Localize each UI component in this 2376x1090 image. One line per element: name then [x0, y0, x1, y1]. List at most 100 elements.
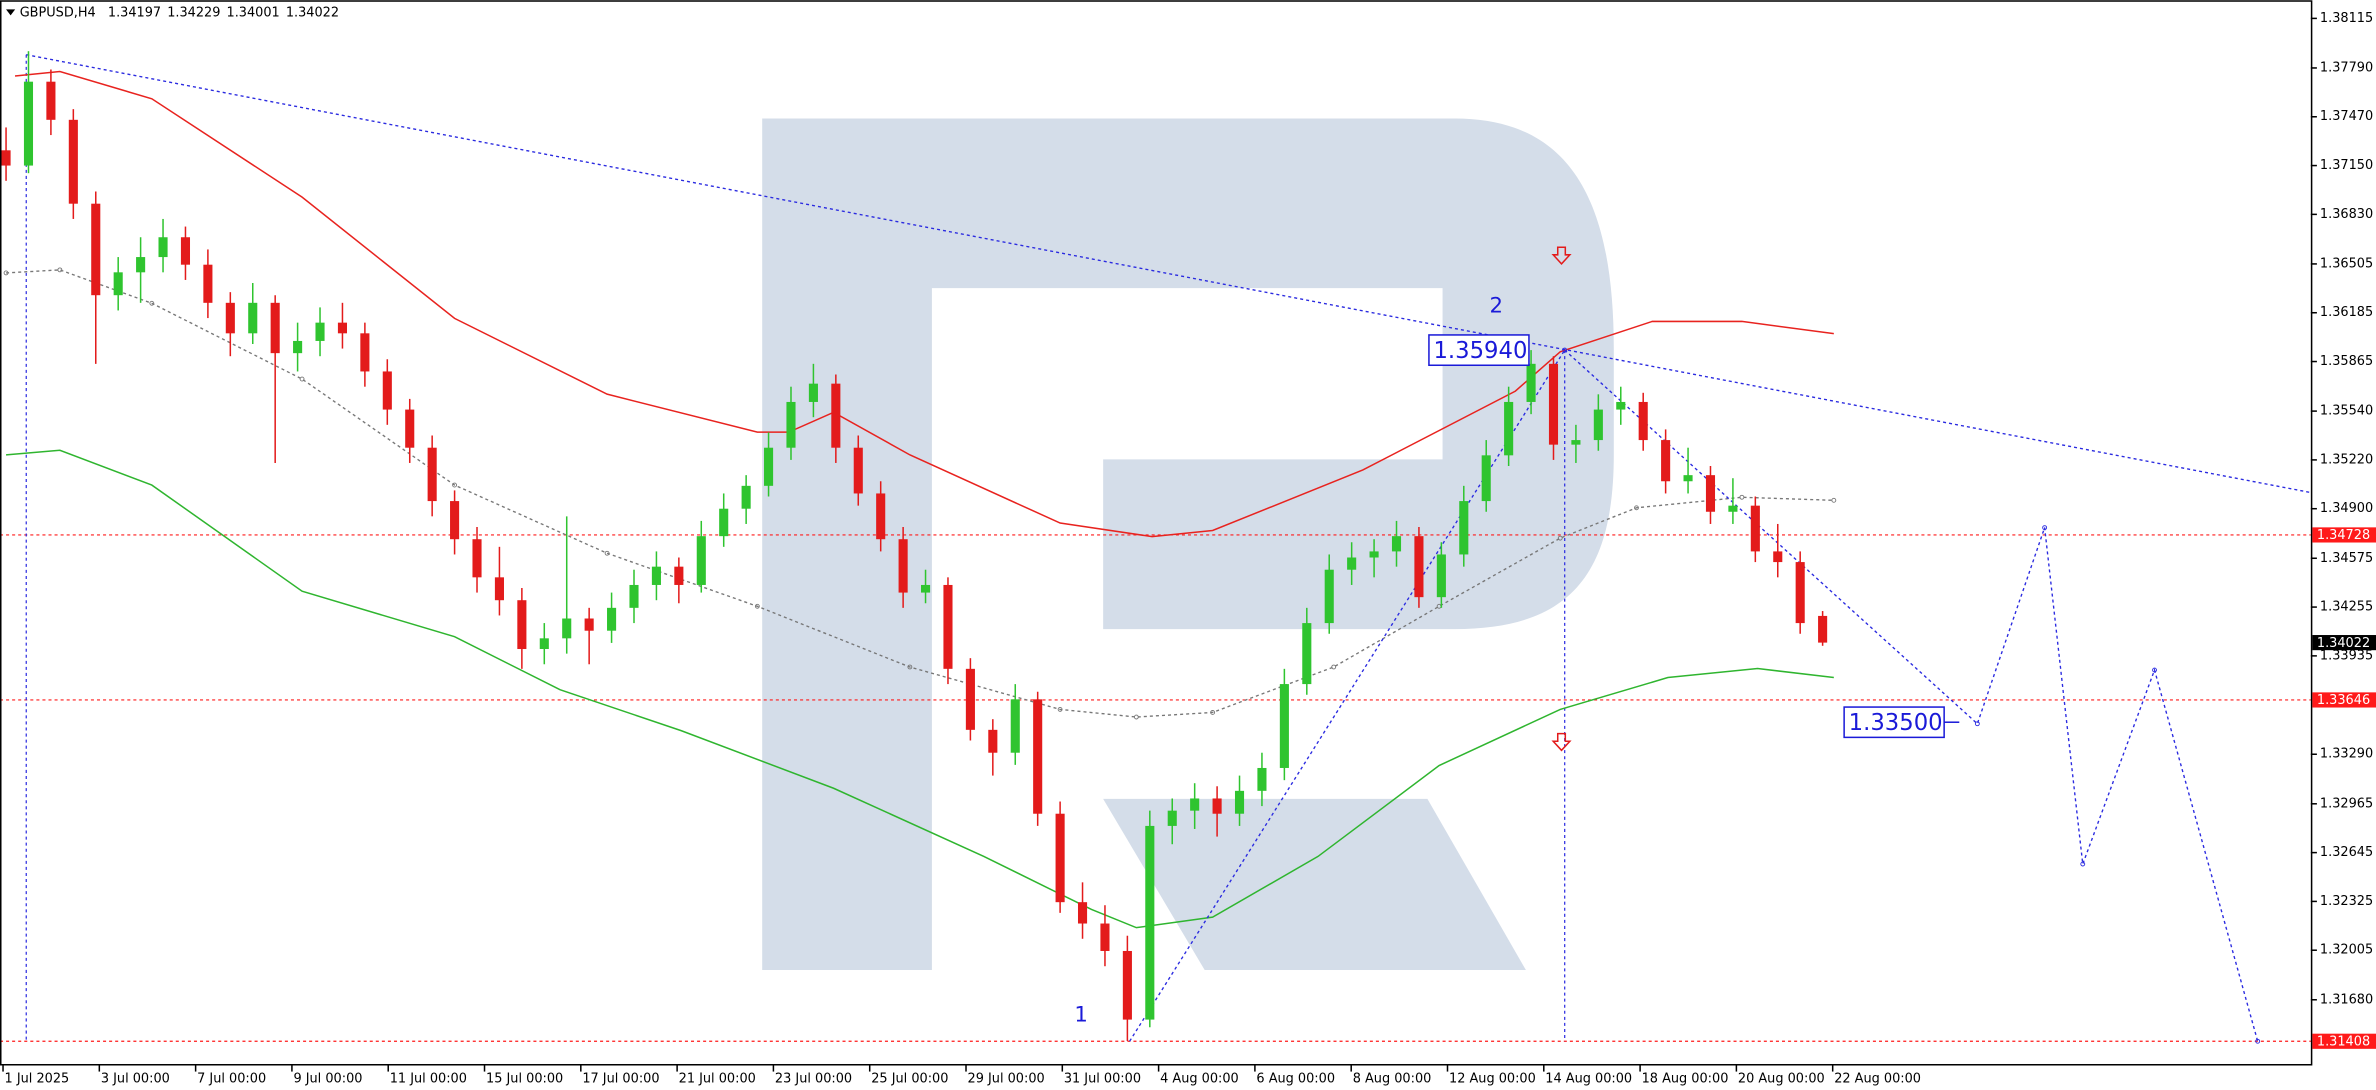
- candle-body: [988, 729, 998, 753]
- candle-body: [898, 539, 908, 593]
- candle-body: [1459, 501, 1469, 555]
- vertex-dot: [1210, 710, 1216, 715]
- candle-body: [719, 508, 729, 537]
- vertex-dot: [604, 550, 610, 556]
- watermark-leg: [1103, 798, 1526, 971]
- candle-body: [1436, 554, 1446, 598]
- x-tick-label: 17 Jul 00:00: [582, 1072, 659, 1087]
- vertex-dot: [57, 267, 63, 273]
- y-tick-label: 1.36185: [2320, 305, 2373, 320]
- candle-body: [293, 340, 303, 354]
- candle-body: [1145, 825, 1155, 1020]
- vertex-dot: [2080, 861, 2086, 867]
- y-tick-label: 1.35220: [2320, 452, 2373, 467]
- candle-body: [764, 447, 774, 486]
- vertex-dot: [1562, 347, 1568, 353]
- candle-body: [965, 668, 975, 730]
- candle-body: [1638, 401, 1648, 441]
- x-tick-label: 8 Aug 00:00: [1353, 1072, 1432, 1087]
- vertex-dot: [1057, 706, 1063, 712]
- candle-body: [1190, 798, 1200, 811]
- x-tick-label: 25 Jul 00:00: [871, 1072, 948, 1087]
- y-tick-label: 1.32645: [2320, 845, 2373, 860]
- candle-body: [921, 584, 931, 593]
- down-arrows: [1551, 246, 1572, 752]
- candle-body: [1750, 505, 1760, 552]
- price-tag: [2312, 692, 2376, 708]
- level-box-frame: [1428, 334, 1530, 367]
- vertex-dot: [1557, 535, 1563, 541]
- candle-body: [1504, 401, 1514, 456]
- candle-body: [1234, 790, 1245, 814]
- x-tick-label: 18 Aug 00:00: [1642, 1072, 1729, 1087]
- candle-body: [1481, 455, 1491, 502]
- vertex-dot: [299, 376, 305, 382]
- ohlc-value: 1.34229: [167, 5, 220, 20]
- y-tick-label: 1.37790: [2320, 60, 2373, 75]
- y-tick-label: 1.35540: [2320, 404, 2373, 419]
- candle-body: [876, 493, 886, 540]
- price-tag-label: 1.34022: [2317, 636, 2370, 651]
- vertex-dot: [1831, 497, 1837, 503]
- candle-body: [1212, 798, 1222, 814]
- x-tick-label: 9 Jul 00:00: [293, 1072, 362, 1087]
- level-box-label: 1.33500: [1849, 710, 1943, 736]
- candle-body: [1257, 767, 1267, 791]
- x-tick-label: 7 Jul 00:00: [197, 1072, 266, 1087]
- price-tag-label: 1.33646: [2317, 693, 2370, 708]
- candle-body: [1548, 363, 1559, 445]
- vertex-dot: [1634, 505, 1639, 511]
- candle-body: [1122, 950, 1132, 1020]
- x-tick-label: 12 Aug 00:00: [1449, 1072, 1536, 1087]
- candle-body: [1661, 440, 1671, 482]
- candle-body: [831, 383, 841, 448]
- level-box-frame: [1843, 706, 1945, 739]
- y-tick-label: 1.34255: [2320, 600, 2373, 615]
- candle-body: [382, 371, 392, 410]
- candle-body: [1302, 623, 1312, 685]
- candle-body: [1728, 505, 1738, 512]
- y-tick-label: 1.36830: [2320, 207, 2373, 222]
- line-series: [14, 70, 1834, 538]
- watermark-logo: [762, 118, 1614, 971]
- x-tick-label: 4 Aug 00:00: [1160, 1072, 1239, 1087]
- candle-body: [427, 447, 437, 502]
- candle-body: [1526, 363, 1536, 402]
- vertex-dot: [1739, 494, 1745, 500]
- ohlc-value: 1.34197: [108, 5, 161, 20]
- arrow-down: [1551, 246, 1572, 266]
- x-tick-label: 6 Aug 00:00: [1256, 1072, 1335, 1087]
- candle-body: [808, 383, 818, 402]
- x-tick-label: 20 Aug 00:00: [1738, 1072, 1825, 1087]
- level-box: 1.35940: [1428, 334, 1530, 367]
- y-tick-label: 1.36505: [2320, 256, 2373, 271]
- x-tick-label: 21 Jul 00:00: [679, 1072, 756, 1087]
- candle-body: [494, 577, 504, 601]
- price-tag: [2312, 527, 2376, 543]
- candle-body: [1705, 475, 1716, 512]
- level-box-label: 1.35940: [1433, 338, 1527, 364]
- y-tick-label: 1.32005: [2320, 943, 2373, 958]
- chart-header: GBPUSD,H4 1.34197 1.34229 1.34001 1.34022: [20, 5, 339, 20]
- plot: [0, 51, 2312, 1044]
- x-tick-label: 23 Jul 00:00: [775, 1072, 852, 1087]
- candle-body: [1616, 401, 1626, 410]
- y-tick-label: 1.38115: [2320, 11, 2373, 26]
- candle-body: [539, 638, 549, 650]
- candle-body: [1773, 551, 1783, 563]
- x-tick-label: 11 Jul 00:00: [390, 1072, 467, 1087]
- vertex-dot: [1974, 721, 1980, 727]
- candle-body: [1795, 562, 1805, 624]
- candle-body: [450, 501, 460, 540]
- y-tick-label: 1.37150: [2320, 158, 2373, 173]
- line-series: [5, 449, 1834, 929]
- symbol: GBPUSD,H4: [20, 5, 96, 20]
- candle-body: [158, 237, 168, 258]
- candle-body: [1167, 810, 1177, 826]
- wave-label: 1: [1074, 1003, 1088, 1028]
- y-tick-label: 1.34575: [2320, 551, 2373, 566]
- arrow-down: [1551, 732, 1572, 752]
- candle-body: [337, 322, 348, 334]
